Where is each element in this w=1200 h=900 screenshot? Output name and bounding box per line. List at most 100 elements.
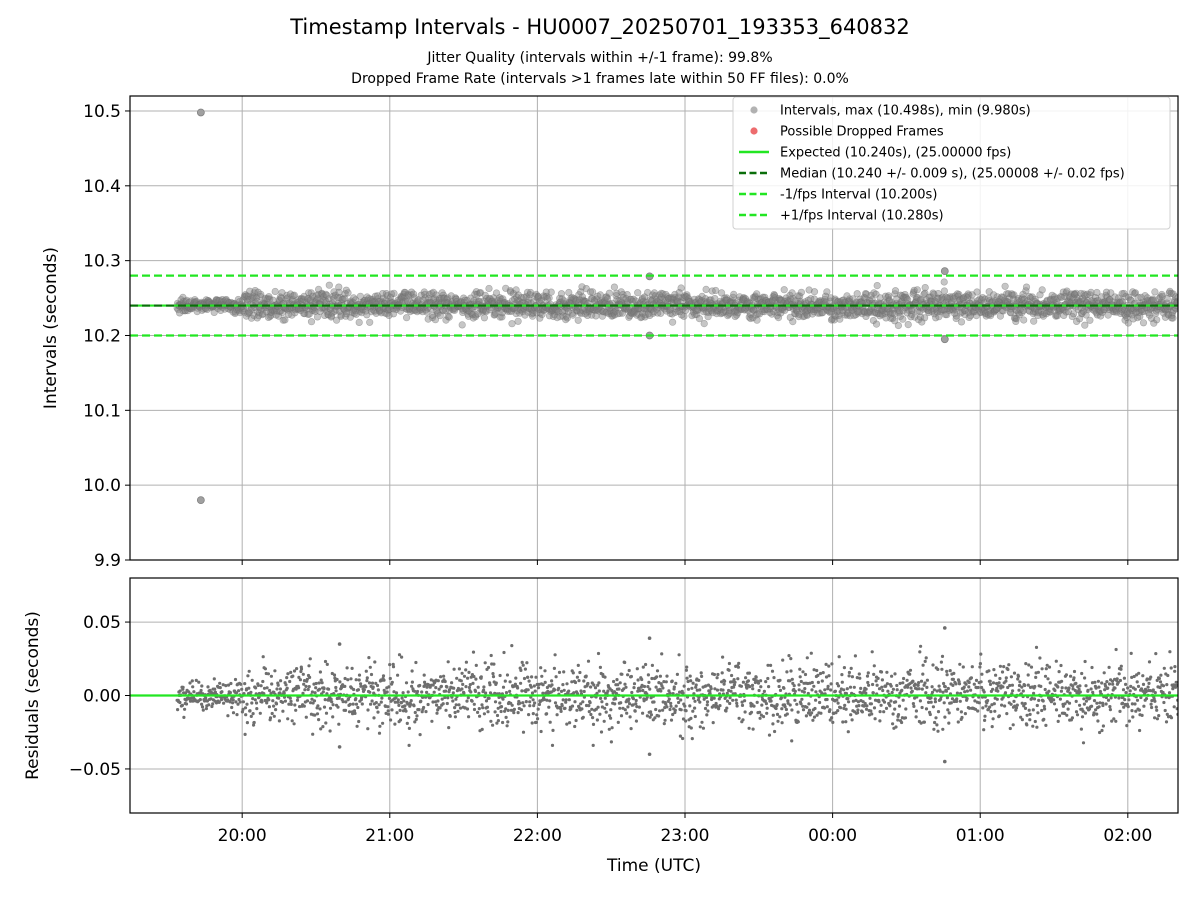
residuals-point bbox=[1118, 709, 1122, 714]
residuals-point bbox=[769, 699, 773, 703]
residuals-point bbox=[474, 663, 478, 668]
residuals-point bbox=[885, 670, 889, 674]
residuals-point bbox=[1086, 688, 1090, 692]
intervals-point bbox=[700, 320, 708, 328]
residuals-point bbox=[386, 712, 390, 716]
residuals-point bbox=[367, 656, 371, 660]
intervals-outlier-point-0 bbox=[196, 108, 205, 117]
residuals-point bbox=[1117, 696, 1121, 700]
residuals-point bbox=[1011, 723, 1015, 727]
residuals-point bbox=[1007, 663, 1011, 667]
residuals-point bbox=[557, 670, 562, 675]
intervals-point bbox=[344, 289, 352, 297]
residuals-point bbox=[991, 681, 996, 685]
residuals-point bbox=[1035, 725, 1039, 729]
residuals-point bbox=[925, 685, 929, 690]
residuals-point bbox=[752, 704, 756, 708]
residuals-point bbox=[524, 700, 528, 704]
residuals-point bbox=[932, 727, 936, 731]
residuals-point bbox=[823, 688, 827, 692]
residuals-point bbox=[586, 681, 590, 686]
residuals-point bbox=[486, 665, 491, 670]
residuals-point bbox=[343, 708, 348, 713]
intervals-point bbox=[788, 289, 796, 297]
residuals-point bbox=[1101, 703, 1105, 708]
residuals-point bbox=[1147, 660, 1152, 664]
residuals-point bbox=[448, 714, 452, 718]
residuals-point bbox=[661, 708, 665, 712]
residuals-point bbox=[192, 690, 196, 694]
residuals-point bbox=[744, 676, 748, 680]
residuals-point bbox=[451, 699, 455, 703]
residuals-point bbox=[1025, 713, 1029, 717]
residuals-point bbox=[721, 688, 725, 692]
residuals-point bbox=[1059, 689, 1063, 693]
residuals-point bbox=[874, 679, 878, 683]
residuals-point bbox=[1168, 650, 1172, 654]
residuals-point bbox=[914, 709, 919, 713]
residuals-point bbox=[1146, 685, 1150, 689]
residuals-point bbox=[508, 680, 512, 684]
residuals-point bbox=[454, 703, 458, 707]
residuals-point bbox=[988, 679, 992, 683]
residuals-point bbox=[533, 689, 537, 693]
residuals-point bbox=[381, 674, 386, 678]
residuals-ytick-label-2: 0.05 bbox=[83, 613, 121, 633]
residuals-point bbox=[304, 715, 308, 719]
residuals-point bbox=[869, 709, 873, 713]
x-axis-label: Time (UTC) bbox=[606, 856, 701, 876]
residuals-point bbox=[288, 679, 292, 684]
intervals-outlier-point-1 bbox=[196, 496, 205, 505]
residuals-point bbox=[667, 697, 671, 701]
residuals-point bbox=[1006, 667, 1010, 672]
residuals-point bbox=[864, 691, 868, 695]
residuals-point bbox=[799, 679, 803, 684]
residuals-point bbox=[336, 705, 340, 709]
residuals-point bbox=[921, 663, 925, 667]
residuals-point bbox=[480, 703, 484, 707]
residuals-ylabel: Residuals (seconds) bbox=[23, 611, 43, 780]
residuals-point bbox=[390, 708, 394, 712]
residuals-point bbox=[917, 681, 921, 685]
residuals-point bbox=[355, 724, 359, 728]
residuals-point bbox=[395, 711, 399, 715]
residuals-point bbox=[836, 684, 841, 688]
residuals-point bbox=[559, 709, 563, 714]
residuals-point bbox=[1012, 699, 1016, 704]
residuals-point bbox=[602, 719, 606, 723]
residuals-point bbox=[496, 719, 500, 723]
residuals-point bbox=[552, 666, 557, 671]
intervals-point bbox=[1030, 317, 1038, 325]
residuals-point bbox=[835, 698, 839, 702]
residuals-point bbox=[691, 709, 695, 713]
residuals-outlier-point-0 bbox=[942, 626, 947, 630]
residuals-point bbox=[797, 683, 801, 687]
residuals-point bbox=[516, 686, 520, 690]
residuals-point bbox=[547, 705, 551, 709]
residuals-point bbox=[460, 671, 464, 675]
residuals-point bbox=[931, 705, 936, 709]
intervals-point bbox=[952, 314, 960, 323]
residuals-point bbox=[1043, 687, 1047, 692]
chart-subtitle-jitter: Jitter Quality (intervals within +/-1 fr… bbox=[427, 50, 773, 66]
residuals-point bbox=[963, 690, 967, 694]
intervals-point bbox=[337, 311, 345, 319]
residuals-point bbox=[700, 720, 704, 724]
residuals-point bbox=[499, 709, 503, 714]
residuals-point bbox=[504, 691, 509, 695]
residuals-point bbox=[991, 717, 995, 721]
residuals-point bbox=[901, 698, 905, 702]
residuals-point bbox=[931, 663, 935, 667]
intervals-point bbox=[514, 317, 522, 325]
residuals-point bbox=[269, 674, 273, 678]
residuals-point bbox=[422, 705, 426, 710]
residuals-outlier-point-3 bbox=[647, 752, 652, 757]
residuals-point bbox=[644, 662, 648, 667]
residuals-point bbox=[798, 667, 802, 671]
residuals-point bbox=[957, 682, 962, 686]
residuals-point bbox=[751, 727, 755, 731]
residuals-point bbox=[487, 696, 491, 700]
residuals-point bbox=[1125, 724, 1129, 728]
residuals-point bbox=[634, 698, 638, 703]
residuals-point bbox=[331, 715, 335, 719]
